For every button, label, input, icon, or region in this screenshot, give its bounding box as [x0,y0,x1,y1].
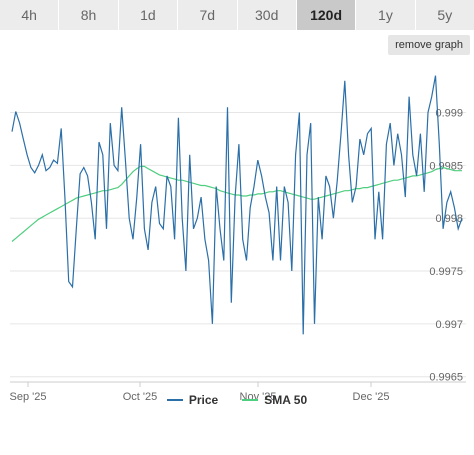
legend-item-sma[interactable]: SMA 50 [242,393,307,407]
tab-1y[interactable]: 1y [356,0,416,30]
sma-legend-swatch [242,399,259,401]
y-tick-label: 0.999 [435,108,463,120]
tab-120d[interactable]: 120d [296,0,357,30]
legend-label-price: Price [188,393,219,407]
sma-50-line [11,165,462,242]
y-tick-label: 0.998 [435,213,463,225]
y-tick-label: 0.9965 [429,372,463,384]
y-tick-label: 0.997 [435,319,463,331]
remove-graph-button[interactable]: remove graph [388,35,470,55]
tab-4h[interactable]: 4h [0,0,60,30]
price-legend-swatch [166,399,183,401]
x-tick-label: Dec '25 [353,391,390,403]
price-line [11,75,463,335]
tab-1d[interactable]: 1d [118,0,179,30]
grid-lines [10,112,466,383]
x-tick-label: Sep '25 [10,391,47,403]
x-axis-labels: Sep '25 Oct '25 Nov '25 Dec '25 [10,382,390,403]
tab-7d[interactable]: 7d [178,0,238,30]
tab-5y[interactable]: 5y [415,0,474,30]
y-tick-label: 0.9975 [429,266,463,278]
tab-8h[interactable]: 8h [59,0,119,30]
time-range-tabs: 4h 8h 1d 7d 30d 120d 1y 5y [0,0,474,30]
x-tick-label: Oct '25 [123,391,158,403]
chart-legend: Price SMA 50 [0,393,474,407]
legend-item-price[interactable]: Price [166,393,219,407]
tab-30d[interactable]: 30d [237,0,297,30]
legend-label-sma: SMA 50 [264,393,308,407]
